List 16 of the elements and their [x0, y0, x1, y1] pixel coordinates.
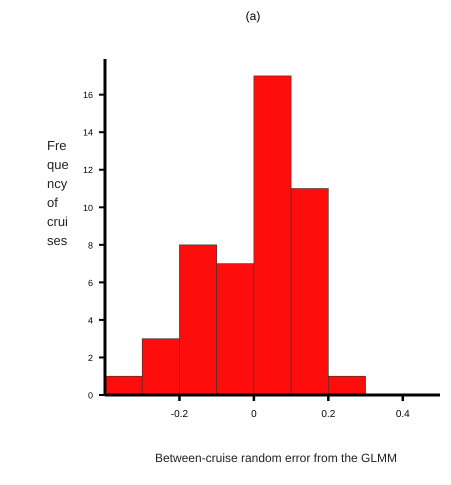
y-tick-label: 6: [88, 278, 93, 288]
x-tick-label: 0.4: [396, 409, 410, 420]
x-tick-label: -0.2: [170, 409, 188, 420]
y-tick-label: 10: [82, 202, 93, 213]
x-tick-label: 0: [251, 409, 258, 420]
y-axis-title: Fre que ncy of crui ses: [47, 138, 69, 248]
y-tick-label: 14: [82, 128, 93, 138]
chart-title: (a): [246, 9, 260, 23]
y-tick-label: 0: [88, 390, 93, 400]
y-tick-label: 16: [82, 90, 93, 100]
y-tick-label: 4: [88, 315, 93, 326]
y-tick-label: 2: [88, 352, 93, 363]
x-tick-label: 0.2: [321, 409, 336, 420]
x-axis-title: Between-cruise random error from the GLMM: [154, 451, 398, 465]
y-tick-label: 12: [82, 165, 93, 176]
y-tick-label: 8: [88, 240, 93, 250]
